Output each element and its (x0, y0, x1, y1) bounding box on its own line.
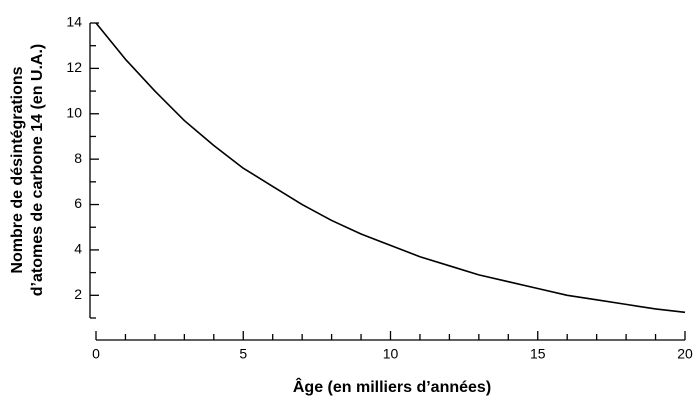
y-tick-label: 2 (74, 286, 82, 302)
y-tick-label: 6 (74, 195, 82, 211)
y-tick-label: 14 (66, 14, 82, 30)
x-axis-label: Âge (en milliers d’années) (293, 377, 491, 396)
y-axis-label: d’atomes de carbone 14 (en U.A.) (29, 44, 46, 297)
x-tick-label: 10 (383, 346, 399, 362)
x-tick-label: 0 (92, 346, 100, 362)
y-tick-label: 8 (74, 150, 82, 166)
y-tick-label: 4 (74, 241, 82, 257)
y-axis-label: Nombre de désintégrations (9, 66, 26, 273)
data-line (95, 22, 686, 314)
y-tick-label: 10 (66, 104, 82, 120)
x-tick-label: 5 (239, 346, 247, 362)
x-tick-label: 15 (530, 346, 546, 362)
x-tick-label: 20 (677, 346, 693, 362)
y-tick-label: 12 (66, 59, 82, 75)
